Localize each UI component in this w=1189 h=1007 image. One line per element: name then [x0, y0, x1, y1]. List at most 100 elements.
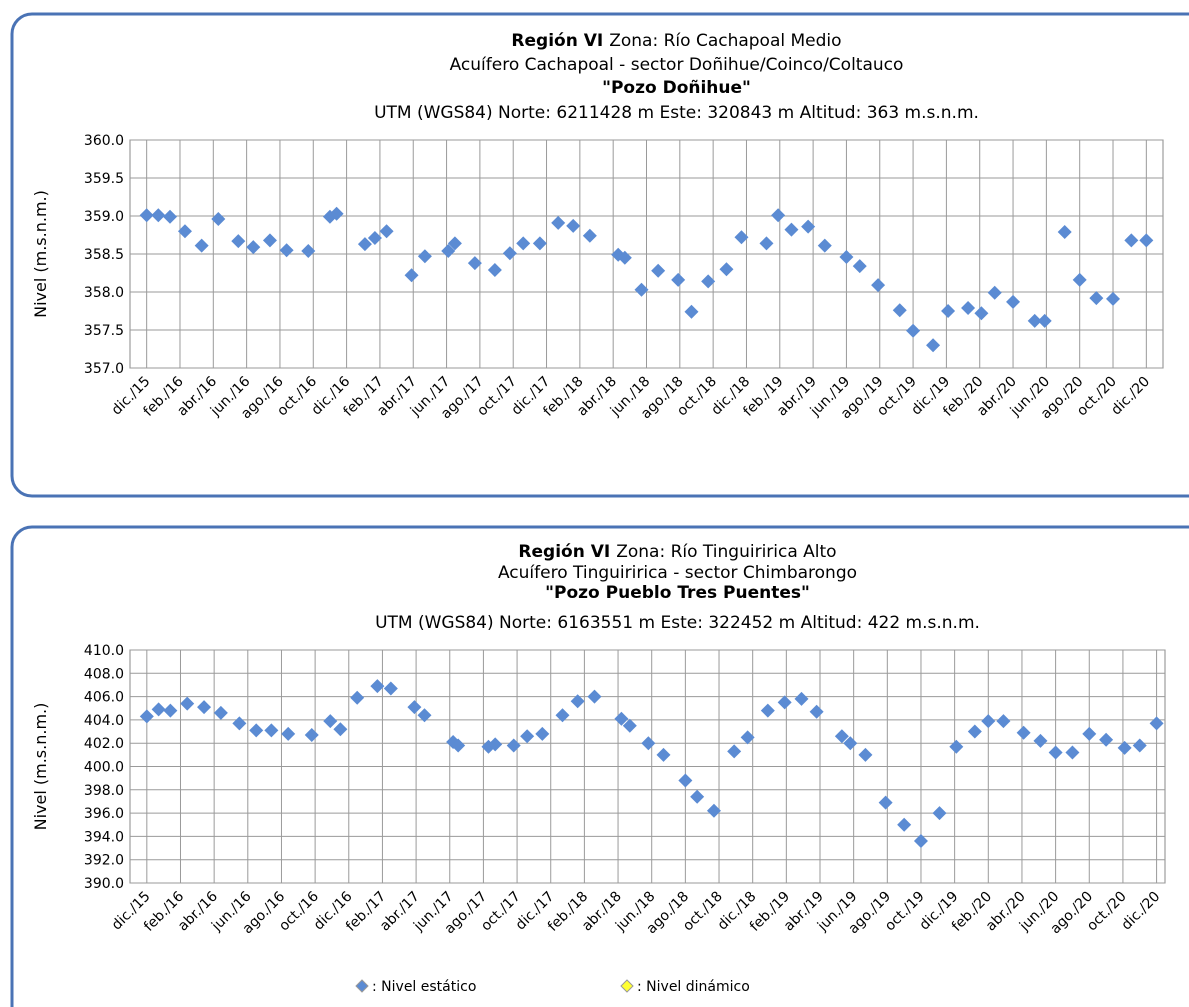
data-point	[180, 696, 195, 711]
data-point	[941, 304, 956, 318]
subtitle: Acuífero Tinguiririca - sector Chimbaron…	[498, 563, 857, 583]
panel	[10, 12, 1189, 498]
data-point	[932, 806, 947, 821]
data-point	[139, 709, 154, 724]
data-point	[520, 729, 535, 744]
data-point	[949, 739, 964, 754]
data-point	[582, 228, 597, 243]
data-point	[611, 247, 626, 262]
data-point	[641, 736, 656, 751]
title-rest: Zona: Río Cachapoal Medio	[609, 31, 841, 51]
data-point	[370, 679, 385, 694]
well-name: "Pozo Pueblo Tres Puentes"	[545, 583, 810, 603]
data-point	[1048, 745, 1063, 760]
data-point	[1117, 740, 1132, 755]
data-point	[1099, 732, 1114, 747]
data-point	[447, 236, 462, 251]
data-point	[1072, 272, 1087, 287]
data-point	[892, 303, 907, 318]
y-tick-label: 357.5	[84, 323, 124, 339]
data-point	[333, 722, 348, 737]
data-point	[622, 718, 637, 733]
data-point	[858, 747, 873, 762]
data-point	[897, 817, 912, 832]
coordinates: UTM (WGS84) Norte: 6163551 m Este: 32245…	[375, 613, 980, 633]
coordinates: UTM (WGS84) Norte: 6211428 m Este: 32084…	[374, 103, 979, 123]
y-tick-label: 410.0	[84, 643, 124, 659]
y-tick-label: 357.0	[84, 361, 124, 377]
data-point	[1033, 733, 1048, 748]
data-point	[634, 282, 649, 297]
data-point	[684, 304, 699, 319]
title-bold: Región VI	[518, 542, 610, 562]
y-tick-label: 359.5	[84, 171, 124, 187]
data-point	[760, 703, 775, 718]
chart-title: Región VI Zona: Río Tinguiririca Alto	[518, 542, 836, 562]
data-point	[727, 744, 742, 759]
data-point	[974, 306, 989, 321]
data-point	[771, 208, 786, 223]
data-point	[279, 243, 294, 258]
y-tick-label: 360.0	[84, 133, 124, 149]
data-point	[139, 208, 154, 223]
data-point	[350, 690, 365, 705]
data-point	[151, 208, 166, 223]
data-point	[1106, 291, 1121, 306]
data-point	[878, 795, 893, 810]
data-point	[197, 700, 212, 715]
data-point	[194, 238, 209, 253]
data-point	[1016, 725, 1031, 740]
data-point	[817, 238, 832, 253]
data-point	[1006, 294, 1021, 309]
data-point	[1149, 716, 1164, 731]
data-point	[379, 224, 394, 239]
data-point	[516, 236, 531, 251]
data-point	[281, 726, 296, 741]
data-point	[407, 700, 422, 715]
data-point	[834, 729, 849, 744]
data-point	[441, 243, 456, 258]
data-point	[1139, 233, 1154, 248]
data-point	[967, 724, 982, 739]
y-tick-label: 404.0	[84, 713, 124, 729]
well-name: "Pozo Doñihue"	[602, 78, 751, 98]
data-point	[809, 704, 824, 719]
data-point	[211, 212, 226, 227]
data-point	[264, 723, 279, 738]
data-point	[784, 222, 799, 237]
y-tick-label: 398.0	[84, 783, 124, 799]
data-point	[262, 233, 277, 248]
data-point	[566, 218, 581, 233]
data-point	[987, 285, 1002, 300]
data-point	[843, 736, 858, 751]
data-point	[417, 708, 432, 723]
y-tick-label: 358.5	[84, 247, 124, 263]
data-point	[570, 694, 585, 709]
data-point	[734, 230, 749, 245]
chart-title: Región VI Zona: Río Cachapoal Medio	[511, 31, 841, 51]
data-point	[249, 723, 264, 738]
data-point	[871, 278, 886, 293]
data-point	[852, 259, 867, 274]
y-tick-label: 396.0	[84, 806, 124, 822]
data-point	[617, 250, 632, 265]
data-point	[961, 300, 976, 315]
legend-label: : Nivel dinámico	[637, 979, 750, 995]
data-point	[1132, 738, 1147, 753]
legend-marker	[355, 979, 369, 993]
data-point	[231, 234, 246, 249]
data-point	[367, 231, 382, 246]
data-point	[913, 834, 928, 849]
data-point	[151, 702, 166, 717]
data-point	[162, 209, 177, 224]
data-point	[177, 224, 192, 239]
data-point	[1082, 726, 1097, 741]
data-point	[163, 703, 178, 718]
data-point	[502, 246, 517, 261]
y-axis-label: Nivel (m.s.n.m.)	[31, 190, 50, 318]
data-point	[555, 708, 570, 723]
data-point	[304, 728, 319, 743]
data-point	[1027, 313, 1042, 328]
data-point	[383, 681, 398, 696]
